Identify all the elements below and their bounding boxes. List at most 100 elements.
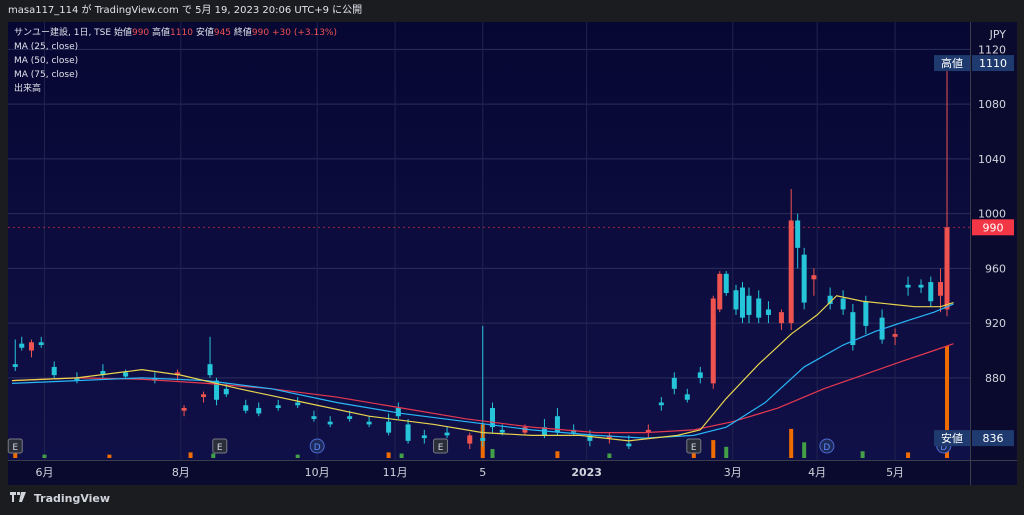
candle-body	[587, 435, 593, 441]
axis-corner	[970, 460, 1017, 485]
high-label: 高値	[152, 28, 171, 38]
candle-body	[275, 405, 281, 408]
candle-body	[214, 380, 220, 400]
candle-body	[827, 295, 833, 304]
price-tag-value: 1110	[979, 57, 1007, 70]
candle-body	[295, 402, 301, 406]
price-tag-label: 安値	[941, 431, 963, 445]
candle-body	[765, 309, 771, 315]
volume-legend[interactable]: 出来高	[14, 84, 42, 94]
candle-body	[28, 342, 34, 351]
candle-body	[467, 435, 473, 444]
low-label: 安値	[195, 28, 214, 38]
candle-body	[499, 429, 505, 433]
candle-body	[684, 394, 690, 400]
price-axis[interactable]	[970, 22, 1017, 460]
chart-plot-area[interactable]	[8, 22, 970, 460]
event-marker-label: E	[438, 443, 444, 453]
x-tick-label: 8月	[172, 466, 190, 479]
candle-body	[327, 421, 333, 425]
ma50-legend[interactable]: MA (50, close)	[14, 56, 79, 66]
price-tag	[972, 219, 1014, 236]
volume-bar	[188, 452, 193, 458]
candle-body	[123, 372, 129, 377]
candle-body	[405, 424, 411, 441]
volume-bar	[399, 453, 404, 458]
event-marker-label: E	[691, 443, 697, 453]
dividend-marker	[819, 438, 835, 454]
close-label: 終値	[233, 28, 252, 38]
ma50-line	[11, 303, 954, 439]
volume-bar	[802, 442, 807, 458]
candle-body	[366, 421, 372, 425]
candle-body	[223, 388, 229, 395]
candle-body	[710, 298, 716, 384]
currency-label: JPY	[989, 28, 1007, 41]
y-tick-label: 880	[985, 372, 1006, 385]
candle-body	[243, 405, 249, 411]
candle-body	[175, 372, 181, 376]
candle-body	[733, 290, 739, 310]
candle-body	[421, 435, 427, 439]
event-marker-label: D	[940, 443, 947, 453]
brand-label: TradingView	[33, 492, 111, 505]
candle-body	[201, 394, 207, 398]
candle-body	[723, 273, 729, 294]
candle-body	[746, 295, 752, 315]
candle-body	[386, 421, 392, 433]
close-value: 990	[251, 28, 270, 38]
y-tick-label: 1120	[978, 43, 1006, 56]
candle-body	[938, 282, 944, 296]
candle-body	[918, 284, 924, 288]
candle-body	[606, 435, 612, 439]
tradingview-brand[interactable]: TradingView	[10, 492, 110, 505]
earnings-marker	[7, 438, 23, 454]
earnings-marker	[212, 438, 228, 454]
earnings-marker	[433, 438, 449, 454]
y-tick-label: 1080	[978, 98, 1006, 111]
candle-body	[152, 377, 158, 381]
candle-body	[522, 427, 528, 433]
x-tick-label: 10月	[305, 466, 330, 479]
candle-body	[626, 443, 632, 447]
volume-bar	[691, 453, 696, 458]
earnings-marker	[686, 438, 702, 454]
price-tag-value: 836	[983, 432, 1004, 445]
candle-body	[444, 432, 450, 436]
volume-bar	[906, 452, 911, 458]
candle-body	[12, 364, 18, 367]
candle-body	[892, 334, 898, 337]
volume-bar	[107, 454, 112, 458]
volume-bar	[211, 453, 216, 458]
candle-body	[51, 366, 57, 376]
price-tag-value: 990	[983, 221, 1004, 234]
candle-body	[181, 407, 187, 411]
candle-body	[697, 372, 703, 378]
volume-bar	[13, 451, 18, 458]
price-tag	[972, 55, 1014, 72]
y-tick-label: 1040	[978, 153, 1006, 166]
x-tick-label: 6月	[35, 466, 53, 479]
ohlc-row: サンユー建設, 1日, TSE 始値990 高値1110 安値945 終値990…	[14, 26, 337, 40]
candle-body	[19, 343, 25, 348]
ma75-legend[interactable]: MA (75, close)	[14, 70, 79, 80]
y-tick-label: 960	[985, 262, 1006, 275]
price-tag-label: 高値	[941, 56, 963, 70]
time-axis[interactable]	[8, 460, 970, 485]
y-tick-label: 920	[985, 317, 1006, 330]
candle-body	[739, 287, 745, 318]
candle-body	[811, 275, 817, 280]
event-marker-label: D	[314, 443, 321, 453]
symbol-label: サンユー建設, 1日, TSE	[14, 28, 112, 38]
candle-body	[850, 312, 856, 346]
ma25-legend[interactable]: MA (25, close)	[14, 42, 79, 52]
x-tick-label: 4月	[808, 466, 826, 479]
candle-body	[863, 301, 869, 326]
candle-body	[905, 284, 911, 288]
candle-body	[658, 402, 664, 406]
x-tick-label: 11月	[383, 466, 408, 479]
candle-body	[489, 407, 495, 428]
candle-body	[788, 220, 794, 324]
price-tag-label-box	[934, 430, 970, 447]
